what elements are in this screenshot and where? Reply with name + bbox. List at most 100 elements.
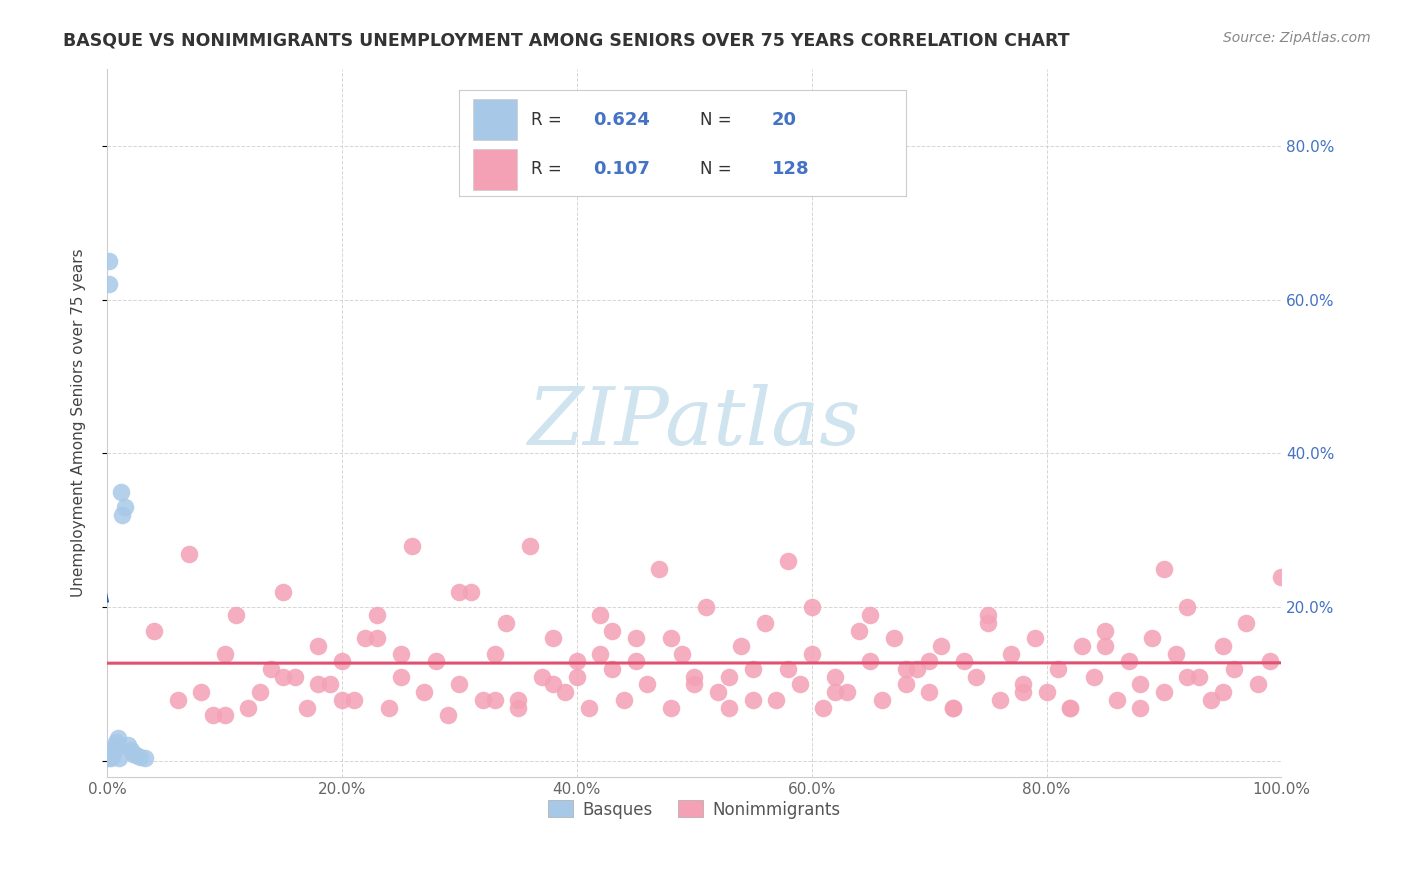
Point [929, 639, 952, 653]
Point [449, 677, 471, 691]
Text: BASQUE VS NONIMMIGRANTS UNEMPLOYMENT AMONG SENIORS OVER 75 YEARS CORRELATION CHA: BASQUE VS NONIMMIGRANTS UNEMPLOYMENT AMO… [63, 31, 1070, 49]
Point [295, 700, 318, 714]
Point [98, 277, 121, 292]
Point [214, 647, 236, 661]
Point [1024, 632, 1046, 646]
Point [120, 743, 142, 757]
Point [1164, 647, 1187, 661]
Point [730, 639, 752, 653]
Point [848, 624, 870, 638]
Point [600, 662, 623, 676]
Point [1177, 670, 1199, 684]
Point [97, 750, 120, 764]
Point [1177, 600, 1199, 615]
Point [271, 670, 294, 684]
Y-axis label: Unemployment Among Seniors over 75 years: Unemployment Among Seniors over 75 years [72, 248, 86, 597]
Point [824, 685, 846, 699]
Point [1129, 700, 1152, 714]
Point [307, 677, 329, 691]
Point [1153, 562, 1175, 576]
Point [942, 700, 965, 714]
Point [1070, 639, 1092, 653]
Point [104, 739, 127, 753]
Point [942, 700, 965, 714]
Point [271, 585, 294, 599]
Point [100, 749, 122, 764]
Point [1059, 700, 1081, 714]
Point [977, 608, 1000, 623]
Point [706, 685, 728, 699]
Point [460, 585, 482, 599]
Point [1094, 639, 1116, 653]
Point [179, 547, 201, 561]
Point [624, 632, 647, 646]
Point [484, 647, 506, 661]
Point [636, 677, 658, 691]
Point [105, 735, 128, 749]
Point [718, 670, 741, 684]
Point [883, 632, 905, 646]
Point [1105, 693, 1128, 707]
Point [1234, 615, 1257, 630]
Point [98, 254, 121, 268]
Point [107, 731, 129, 746]
Point [977, 615, 1000, 630]
Point [166, 693, 188, 707]
Point [543, 632, 565, 646]
Point [624, 654, 647, 668]
Point [1012, 685, 1035, 699]
Point [378, 700, 401, 714]
Point [389, 670, 412, 684]
Point [859, 608, 882, 623]
Point [613, 693, 636, 707]
Point [425, 654, 447, 668]
Point [111, 508, 134, 522]
Point [114, 500, 136, 515]
Point [108, 750, 131, 764]
Point [965, 670, 987, 684]
Point [506, 700, 529, 714]
Point [519, 539, 541, 553]
Point [366, 632, 388, 646]
Point [918, 654, 941, 668]
Point [1035, 685, 1057, 699]
Point [354, 632, 377, 646]
Point [905, 662, 928, 676]
Point [401, 539, 423, 553]
Point [659, 632, 682, 646]
Point [742, 662, 765, 676]
Point [800, 647, 823, 661]
Point [143, 624, 166, 638]
Point [307, 639, 329, 653]
Point [918, 685, 941, 699]
Point [471, 693, 494, 707]
Text: Source: ZipAtlas.com: Source: ZipAtlas.com [1223, 31, 1371, 45]
Point [201, 708, 224, 723]
Point [778, 662, 800, 676]
Point [835, 685, 858, 699]
Point [800, 600, 823, 615]
Point [659, 700, 682, 714]
Point [366, 608, 388, 623]
Point [894, 677, 917, 691]
Point [1247, 677, 1270, 691]
Point [214, 708, 236, 723]
Point [436, 708, 458, 723]
Point [134, 750, 156, 764]
Point [543, 677, 565, 691]
Point [1083, 670, 1105, 684]
Point [319, 677, 342, 691]
Point [894, 662, 917, 676]
Point [236, 700, 259, 714]
Point [284, 670, 307, 684]
Point [1270, 570, 1292, 584]
Point [506, 693, 529, 707]
Point [110, 485, 132, 500]
Point [648, 562, 671, 576]
Point [343, 693, 366, 707]
Point [813, 700, 835, 714]
Point [789, 677, 811, 691]
Point [565, 654, 588, 668]
Point [765, 693, 787, 707]
Point [103, 743, 125, 757]
